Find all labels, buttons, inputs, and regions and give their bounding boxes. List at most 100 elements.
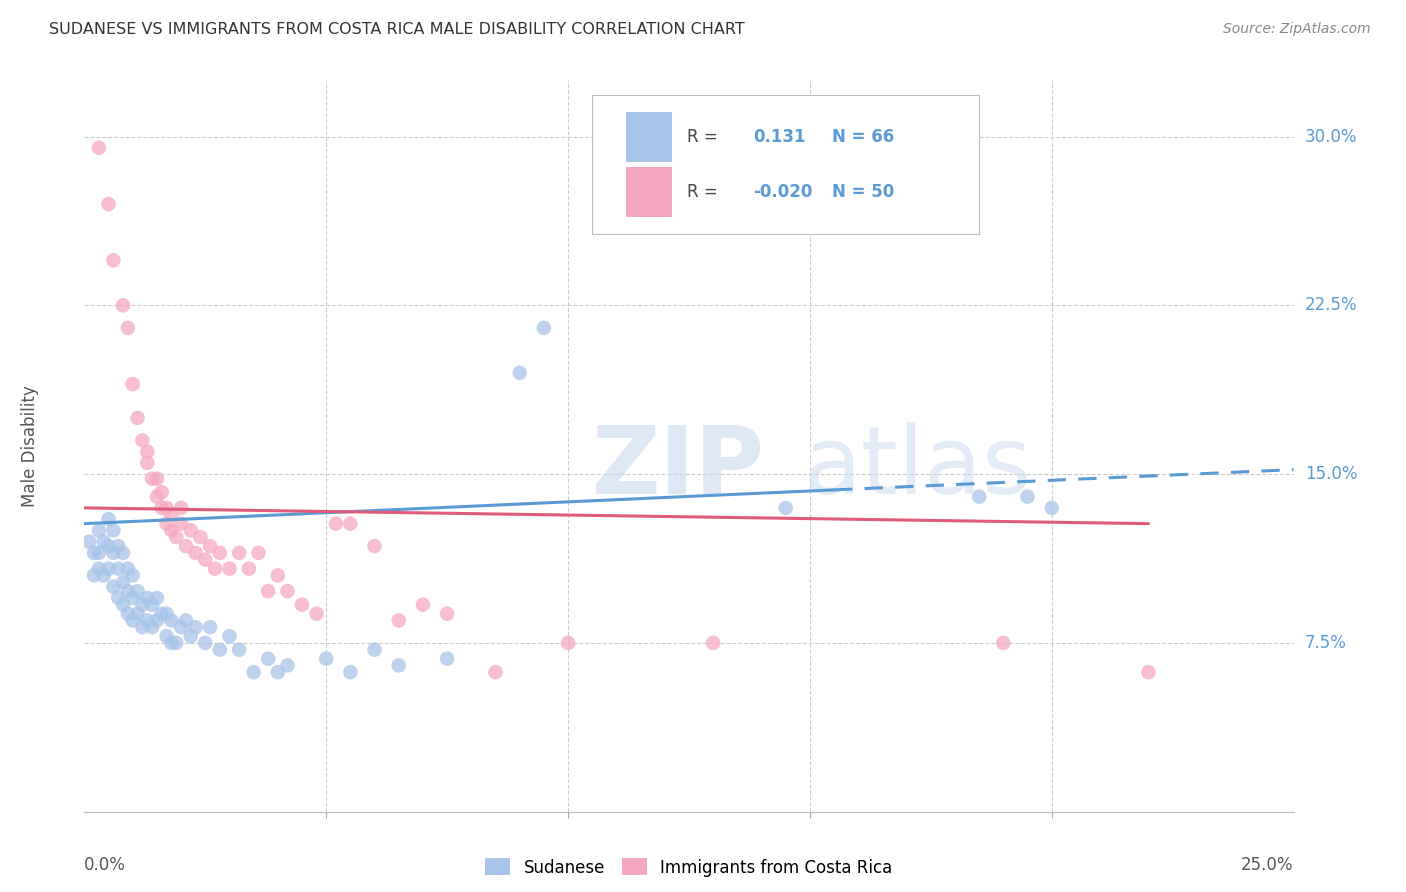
Text: 15.0%: 15.0% [1305, 465, 1357, 483]
Point [1137, 665, 1160, 680]
Point [363, 642, 385, 657]
Point [83, 546, 105, 560]
Point [93, 534, 115, 549]
Legend: Sudanese, Immigrants from Costa Rica: Sudanese, Immigrants from Costa Rica [485, 858, 893, 877]
Point [276, 584, 298, 599]
Text: 0.131: 0.131 [754, 128, 806, 146]
Point [87, 546, 110, 560]
Point [257, 584, 280, 599]
Point [509, 366, 531, 380]
Point [180, 629, 202, 643]
Point [967, 490, 990, 504]
Point [103, 580, 125, 594]
Point [339, 665, 361, 680]
Point [775, 500, 797, 515]
Point [146, 472, 169, 486]
Point [150, 485, 173, 500]
Point [83, 568, 105, 582]
Point [97, 539, 120, 553]
Text: atlas: atlas [804, 422, 1032, 514]
Point [1040, 500, 1063, 515]
Point [184, 620, 207, 634]
Point [484, 665, 506, 680]
Point [93, 568, 115, 582]
Point [993, 636, 1015, 650]
Point [218, 562, 240, 576]
Point [228, 642, 250, 657]
Point [267, 568, 290, 582]
Point [174, 614, 197, 628]
Point [436, 607, 458, 621]
Point [208, 642, 231, 657]
Point [121, 377, 143, 392]
Text: Source: ZipAtlas.com: Source: ZipAtlas.com [1223, 22, 1371, 37]
Text: 22.5%: 22.5% [1305, 296, 1357, 314]
Point [112, 575, 135, 590]
Point [184, 546, 207, 560]
Point [146, 490, 169, 504]
Point [141, 598, 163, 612]
Text: -0.020: -0.020 [754, 183, 813, 201]
Point [146, 614, 169, 628]
Point [97, 512, 120, 526]
Point [121, 591, 143, 605]
FancyBboxPatch shape [626, 167, 672, 217]
Point [112, 298, 135, 312]
Point [363, 539, 385, 553]
Point [276, 658, 298, 673]
Point [87, 524, 110, 538]
Point [291, 598, 314, 612]
Point [557, 636, 579, 650]
Point [160, 614, 183, 628]
Text: 30.0%: 30.0% [1305, 128, 1357, 145]
Point [131, 598, 153, 612]
Point [155, 607, 177, 621]
Point [141, 472, 163, 486]
Point [127, 607, 149, 621]
Point [103, 524, 125, 538]
Point [170, 500, 193, 515]
FancyBboxPatch shape [592, 95, 979, 234]
Point [155, 500, 177, 515]
Point [170, 516, 193, 531]
Point [136, 456, 159, 470]
Point [103, 546, 125, 560]
Point [218, 629, 240, 643]
Point [1017, 490, 1039, 504]
Point [121, 568, 143, 582]
Point [174, 539, 197, 553]
Point [112, 598, 135, 612]
Point [204, 562, 226, 576]
Point [160, 524, 183, 538]
Text: 25.0%: 25.0% [1241, 855, 1294, 873]
Point [150, 500, 173, 515]
Point [165, 530, 187, 544]
Text: 7.5%: 7.5% [1305, 634, 1347, 652]
Point [117, 584, 139, 599]
Text: Male Disability: Male Disability [21, 385, 39, 507]
Point [339, 516, 361, 531]
Point [87, 141, 110, 155]
Point [160, 508, 183, 522]
Point [160, 636, 183, 650]
Point [198, 620, 221, 634]
Point [117, 562, 139, 576]
Point [194, 552, 217, 566]
Point [247, 546, 270, 560]
Point [131, 434, 153, 448]
Point [305, 607, 328, 621]
FancyBboxPatch shape [626, 112, 672, 162]
Point [117, 607, 139, 621]
Text: SUDANESE VS IMMIGRANTS FROM COSTA RICA MALE DISABILITY CORRELATION CHART: SUDANESE VS IMMIGRANTS FROM COSTA RICA M… [49, 22, 745, 37]
Point [238, 562, 260, 576]
Point [267, 665, 290, 680]
Point [77, 534, 100, 549]
Point [155, 629, 177, 643]
Point [242, 665, 264, 680]
Point [127, 584, 149, 599]
Point [325, 516, 347, 531]
Point [136, 444, 159, 458]
Point [228, 546, 250, 560]
Point [117, 321, 139, 335]
Text: N = 66: N = 66 [831, 128, 894, 146]
